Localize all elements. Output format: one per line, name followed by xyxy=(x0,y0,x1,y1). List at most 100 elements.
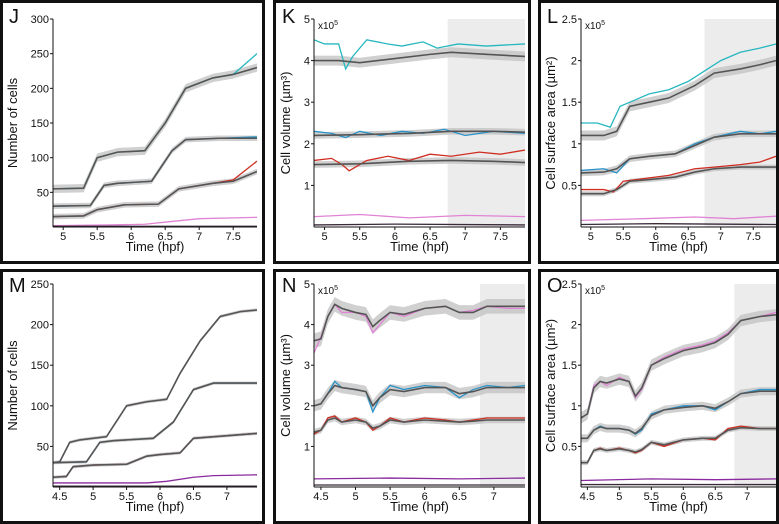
x-tick-label: 6 xyxy=(157,491,163,503)
panel-l: 5 5.5 6 6.5 7 7.5 0.5 1 1.5 2 2.5 Time (hpf) Cell su… xyxy=(538,0,779,264)
x-tick-label: 6 xyxy=(422,491,428,503)
model-line-1 xyxy=(314,384,525,408)
model-line-1 xyxy=(581,390,776,440)
y-tick-label: 200 xyxy=(31,83,49,95)
y-axis-label: Cell volume (µm³) xyxy=(278,72,293,175)
panel-o: 4.5 5 5.5 6 6.5 7 0.5 1 1.5 2 2.5 Time (hpf) Cell su… xyxy=(538,269,779,524)
series-line-teal xyxy=(314,39,525,71)
y-axis-label: Number of cells xyxy=(5,340,20,431)
y-tick-label: 250 xyxy=(31,279,49,291)
panel-letter: K xyxy=(282,6,296,28)
x-tick-label: 5.5 xyxy=(90,231,105,243)
model-band-1 xyxy=(581,387,776,443)
model-line-2 xyxy=(314,159,525,166)
y-axis-label: Cell surface area (µm²) xyxy=(543,56,558,189)
x-tick-label: 5 xyxy=(60,231,66,243)
series-line-blue xyxy=(53,136,257,207)
y-axis-label: Number of cells xyxy=(5,77,20,168)
model-band-2 xyxy=(53,168,257,220)
x-tick-label: 5.5 xyxy=(644,491,659,503)
x-tick-label: 6.5 xyxy=(681,231,696,243)
x-tick-label: 5.5 xyxy=(119,491,134,503)
model-line-2 xyxy=(581,426,776,464)
y-tick-label: 1 xyxy=(571,139,577,151)
x-tick-label: 5 xyxy=(321,231,327,243)
panel-j: 5 5.5 6 6.5 7 7.5 50 100 150 200 250 300 Time (hpf) N… xyxy=(0,0,265,264)
x-tick-label: 7 xyxy=(196,231,202,243)
x-tick-label: 6.5 xyxy=(422,231,437,243)
x-tick-label: 6 xyxy=(680,491,686,503)
x-axis-label: Time (hpf) xyxy=(649,239,708,254)
x-tick-label: 7.5 xyxy=(226,231,241,243)
y-tick-label: 3 xyxy=(304,360,310,372)
x-tick-label: 5 xyxy=(352,491,358,503)
y-tick-label: 2 xyxy=(304,401,310,413)
model-line-1 xyxy=(314,130,525,137)
y-tick-label: 1.5 xyxy=(562,97,577,109)
series-line-pink xyxy=(581,215,776,221)
model-line-0 xyxy=(53,66,257,190)
model-line-0 xyxy=(314,303,525,342)
series-line-purple xyxy=(314,477,525,480)
y-axis-exponent: x105 xyxy=(585,285,605,297)
y-tick-label: 50 xyxy=(37,441,49,453)
series-line-purple xyxy=(53,474,257,484)
x-tick-label: 5.5 xyxy=(352,231,367,243)
x-tick-label: 7.5 xyxy=(493,231,508,243)
x-tick-label: 7 xyxy=(224,491,230,503)
y-tick-label: 4 xyxy=(304,320,310,332)
model-line-1 xyxy=(53,137,257,207)
y-tick-label: 50 xyxy=(37,187,49,199)
extrapolation-region xyxy=(704,19,776,227)
y-tick-label: 2 xyxy=(571,320,577,332)
y-tick-label: 2.5 xyxy=(562,14,577,26)
x-tick-label: 6.5 xyxy=(186,491,201,503)
y-tick-label: 4 xyxy=(304,56,310,68)
series-line-red xyxy=(314,415,525,435)
x-tick-label: 5 xyxy=(616,491,622,503)
y-tick-label: 5 xyxy=(304,14,310,26)
model-band-0 xyxy=(53,308,257,465)
x-tick-label: 7.5 xyxy=(746,231,761,243)
panel-n: 4.5 5 5.5 6 6.5 7 1 2 3 4 5 Time (hpf) Cell volume (… xyxy=(273,269,531,524)
x-tick-label: 5.5 xyxy=(382,491,397,503)
panel-letter: M xyxy=(9,275,26,297)
x-tick-label: 6.5 xyxy=(158,231,173,243)
y-tick-label: 1 xyxy=(571,401,577,413)
x-tick-label: 6 xyxy=(128,231,134,243)
panel-k: 5 5.5 6 6.5 7 7.5 1 2 3 4 5 Time (hpf) Cell volume (… xyxy=(273,0,531,264)
model-band-1 xyxy=(314,379,525,412)
x-tick-label: 6 xyxy=(653,231,659,243)
y-tick-label: 150 xyxy=(31,118,49,130)
x-tick-label: 4.5 xyxy=(313,491,328,503)
plot-area xyxy=(581,284,776,487)
x-tick-label: 6.5 xyxy=(452,491,467,503)
y-tick-label: 300 xyxy=(31,14,49,26)
chart-svg: 4.5 5 5.5 6 6.5 7 50 100 150 200 250 Time (hpf) Numb… xyxy=(5,279,257,514)
y-tick-label: 200 xyxy=(31,320,49,332)
model-line-0 xyxy=(314,51,525,64)
y-axis-label: Cell volume (µm³) xyxy=(278,334,293,437)
y-tick-label: 3 xyxy=(304,97,310,109)
x-tick-label: 5.5 xyxy=(616,231,631,243)
y-tick-label: 2 xyxy=(571,56,577,68)
y-axis-exponent: x105 xyxy=(585,20,605,32)
model-line-0 xyxy=(581,59,776,137)
series-line-blue xyxy=(314,380,525,414)
x-axis-label: Time (hpf) xyxy=(126,499,185,514)
series-line-teal xyxy=(581,43,776,128)
series-line-pink xyxy=(53,216,257,227)
plot-area xyxy=(314,19,525,227)
x-tick-label: 4.5 xyxy=(52,491,67,503)
x-tick-label: 7 xyxy=(462,231,468,243)
model-band-0 xyxy=(53,63,257,194)
x-tick-label: 5 xyxy=(588,231,594,243)
model-line-2 xyxy=(581,166,776,195)
plot-area xyxy=(53,53,257,227)
model-line-1 xyxy=(53,382,257,464)
model-line-2 xyxy=(314,417,525,433)
model-band-1 xyxy=(581,130,776,177)
model-line-0 xyxy=(53,309,257,464)
plot-area xyxy=(53,308,257,487)
series-line-purple xyxy=(581,478,776,482)
